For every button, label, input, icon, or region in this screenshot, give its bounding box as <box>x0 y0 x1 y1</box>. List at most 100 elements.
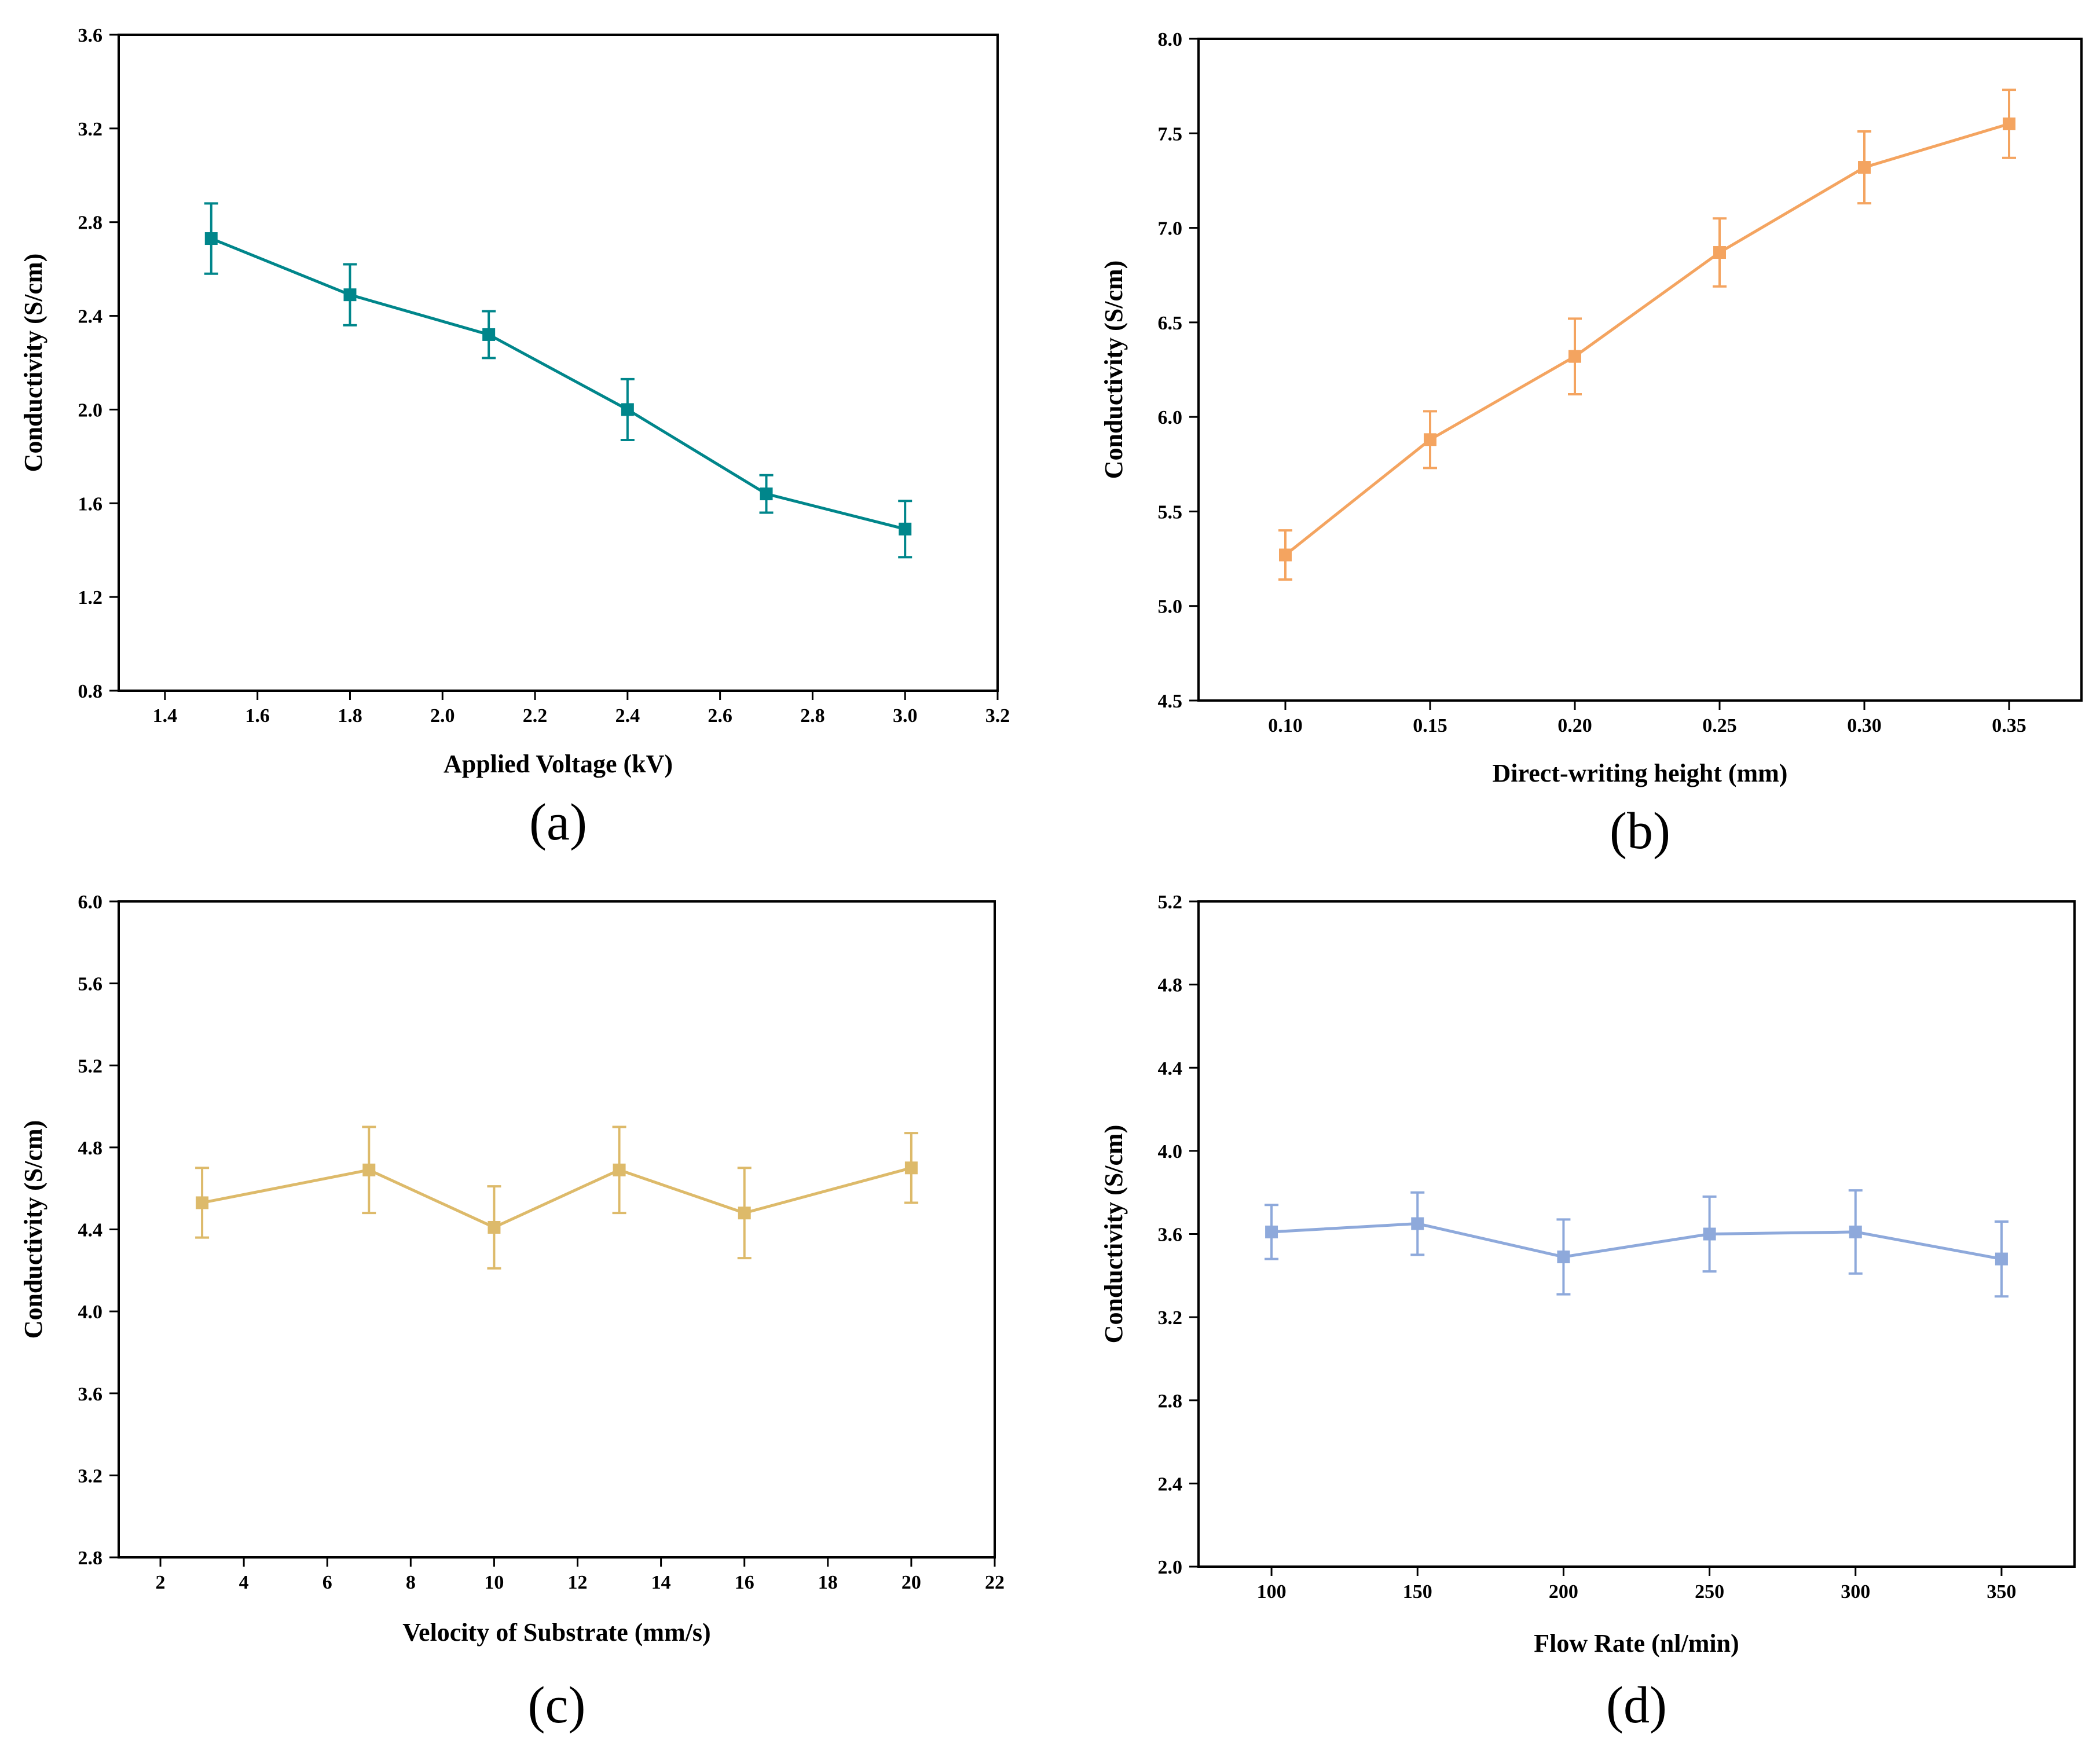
x-tick-label: 350 <box>1987 1581 2016 1603</box>
y-tick-labels: 0.8 1.2 1.6 2.0 2.4 2.8 3.2 3.6 <box>78 25 103 702</box>
x-tick-label: 3.0 <box>893 705 918 727</box>
y-tick-label: 4.4 <box>78 1220 103 1241</box>
y-tick-label: 4.8 <box>78 1138 103 1159</box>
x-tick-label: 0.25 <box>1702 715 1737 736</box>
y-tick-label: 6.0 <box>78 892 103 913</box>
data-point <box>362 1163 376 1176</box>
data-point <box>899 522 912 536</box>
y-tick-label: 8.0 <box>1158 29 1183 50</box>
x-tick-label: 3.2 <box>985 705 1010 727</box>
data-point <box>760 487 773 501</box>
y-tick-label: 2.8 <box>78 1548 103 1569</box>
y-tick-label: 4.0 <box>1158 1141 1183 1163</box>
y-tick-label: 5.0 <box>1158 596 1183 618</box>
y-tick-label: 7.5 <box>1158 123 1183 145</box>
data-markers <box>1279 117 2015 562</box>
x-tick-label: 1.6 <box>245 705 270 727</box>
data-point <box>1568 350 1581 363</box>
x-tick-label: 200 <box>1549 1581 1578 1603</box>
data-point <box>621 403 634 416</box>
series-line <box>201 1166 912 1229</box>
y-tick-label: 2.0 <box>1158 1557 1183 1578</box>
panel-label: (b) <box>1610 802 1670 860</box>
x-tick-label: 2.2 <box>523 705 548 727</box>
panel-label: (d) <box>1606 1677 1667 1734</box>
data-point <box>343 288 357 302</box>
x-tick-label: 100 <box>1257 1581 1287 1603</box>
y-tick-label: 3.2 <box>78 1465 103 1487</box>
x-tick-label: 1.4 <box>153 705 178 727</box>
y-tick-label: 3.6 <box>1158 1224 1183 1246</box>
y-tick-label: 2.8 <box>78 212 103 234</box>
chart-panel-c: 2 4 6 8 10 12 14 16 18 20 22 2.8 3.2 3.6 4.0 4.4 4.8 5.2… <box>19 892 1005 1734</box>
series-line <box>1284 122 2010 556</box>
data-point <box>1424 433 1436 446</box>
x-axis-title: Velocity of Substrate (mm/s) <box>402 1618 710 1647</box>
y-tick-label: 2.8 <box>1158 1391 1183 1412</box>
y-tick-label: 2.4 <box>1158 1473 1183 1495</box>
y-tick-label: 7.0 <box>1158 218 1183 240</box>
panel-label: (c) <box>528 1677 586 1734</box>
data-point <box>1411 1217 1424 1230</box>
y-tick-label: 5.2 <box>1158 892 1183 913</box>
data-point <box>1703 1227 1716 1241</box>
data-point <box>1849 1225 1862 1238</box>
y-axis-title: Conductivity (S/cm) <box>19 1120 47 1339</box>
y-tick-label: 4.5 <box>1158 691 1183 712</box>
data-point <box>738 1207 751 1220</box>
y-tick-label: 2.4 <box>78 306 103 328</box>
data-point <box>1279 548 1292 562</box>
y-tick-label: 5.6 <box>78 974 103 995</box>
data-point <box>482 328 496 341</box>
y-tick-label: 4.0 <box>78 1301 103 1323</box>
y-axis-title: Conductivity (S/cm) <box>1100 1125 1128 1344</box>
data-point <box>1995 1252 2008 1266</box>
chart-panel-a: 1.4 1.6 1.8 2.0 2.2 2.4 2.6 2.8 3.0 3.2 0.8 1.2 1.6… <box>19 25 1010 851</box>
y-tick-label: 3.2 <box>1158 1307 1183 1329</box>
x-tick-label: 2 <box>156 1572 166 1593</box>
tick-marks <box>1189 38 2010 710</box>
tick-marks <box>109 34 999 700</box>
data-point <box>904 1161 918 1175</box>
x-tick-label: 2.0 <box>430 705 455 727</box>
x-tick-label: 2.6 <box>708 705 732 727</box>
x-tick-label: 4 <box>239 1572 249 1593</box>
y-axis-title: Conductivity (S/cm) <box>19 254 47 472</box>
y-tick-label: 1.2 <box>78 587 103 608</box>
x-tick-label: 10 <box>484 1572 504 1593</box>
x-tick-label: 0.35 <box>1992 715 2026 736</box>
x-tick-label: 0.30 <box>1847 715 1882 736</box>
y-tick-label: 3.6 <box>78 25 103 46</box>
x-axis-title: Flow Rate (nl/min) <box>1534 1629 1739 1658</box>
tick-marks <box>1189 900 2003 1576</box>
series-line <box>210 237 906 531</box>
x-tick-labels: 1.4 1.6 1.8 2.0 2.2 2.4 2.6 2.8 3.0 3.2 <box>153 705 1010 727</box>
data-markers <box>196 1161 918 1234</box>
x-tick-label: 0.15 <box>1413 715 1447 736</box>
x-tick-label: 2.8 <box>800 705 825 727</box>
x-tick-label: 14 <box>651 1572 671 1593</box>
x-tick-label: 300 <box>1841 1581 1870 1603</box>
data-point <box>1265 1225 1278 1238</box>
y-tick-labels: 2.0 2.4 2.8 3.2 3.6 4.0 4.4 4.8 5.2 <box>1158 892 1183 1578</box>
y-tick-label: 3.2 <box>78 119 103 140</box>
data-point <box>204 232 218 245</box>
data-point <box>1557 1250 1570 1263</box>
chart-panel-b: 0.10 0.15 0.20 0.25 0.30 0.35 4.5 5.0 5.5 6.0 6.5… <box>1100 29 2083 860</box>
y-tick-label: 5.2 <box>78 1055 103 1077</box>
y-tick-label: 3.6 <box>78 1384 103 1405</box>
data-markers <box>1265 1217 2008 1266</box>
y-tick-label: 2.0 <box>78 399 103 421</box>
data-point <box>613 1163 626 1176</box>
chart-panel-d: 100 150 200 250 300 350 2.0 2.4 2.8 3.2 3.6 4.0 4.4… <box>1100 892 2076 1734</box>
y-tick-label: 4.8 <box>1158 975 1183 996</box>
x-tick-labels: 2 4 6 8 10 12 14 16 18 20 22 <box>156 1572 1005 1593</box>
y-tick-label: 4.4 <box>1158 1058 1183 1079</box>
x-tick-label: 0.20 <box>1557 715 1592 736</box>
x-tick-label: 16 <box>735 1572 754 1593</box>
x-tick-label: 18 <box>818 1572 838 1593</box>
plot-frame <box>1197 38 2083 702</box>
x-tick-label: 150 <box>1403 1581 1432 1603</box>
data-point <box>1858 161 1871 174</box>
